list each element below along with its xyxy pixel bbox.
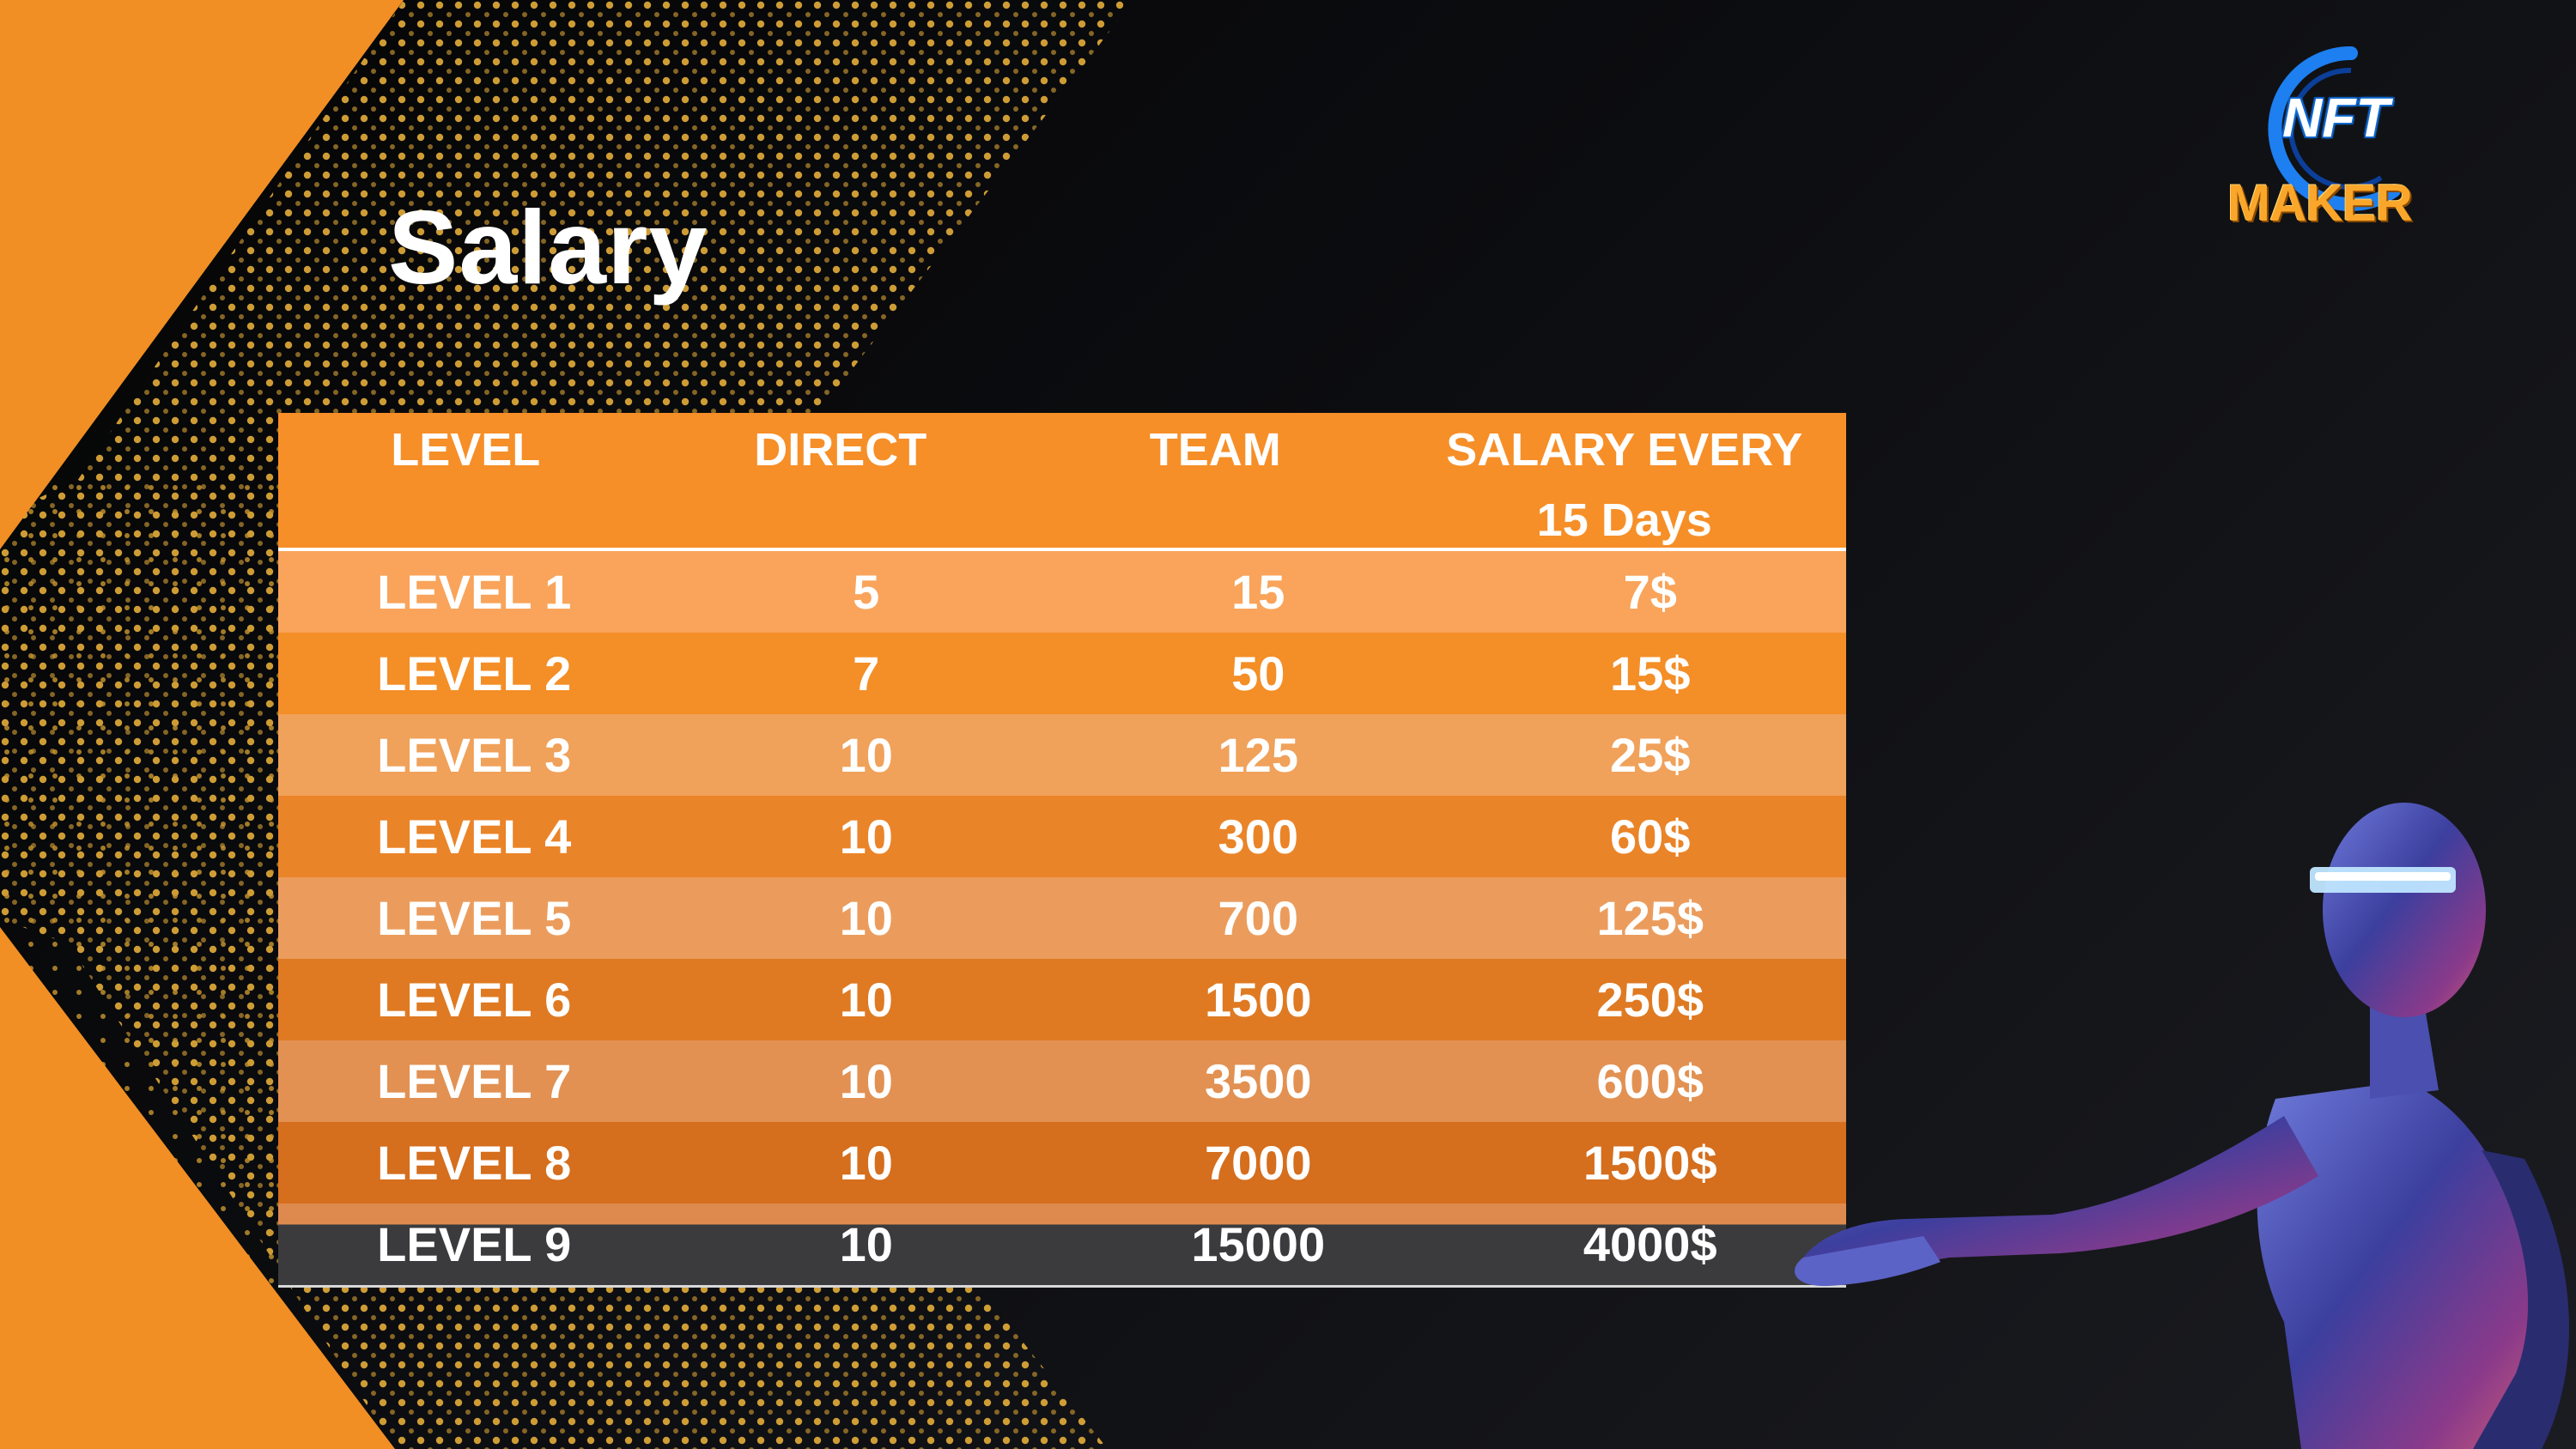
table-row: LEVEL 1 5 15 7$ — [278, 551, 1846, 633]
cell-team: 7000 — [1204, 1136, 1312, 1190]
cell-team: 50 — [1231, 646, 1285, 700]
cell-direct: 10 — [839, 728, 893, 782]
cell-level: LEVEL 6 — [377, 973, 572, 1027]
cell-level: LEVEL 2 — [377, 646, 572, 700]
logo-text-maker: MAKER — [2227, 174, 2413, 232]
table-row: LEVEL 3 10 125 25$ — [278, 714, 1846, 796]
table-row: LEVEL 9 10 15000 4000$ — [278, 1203, 1846, 1288]
cell-level: LEVEL 1 — [377, 565, 572, 619]
cell-level: LEVEL 4 — [377, 809, 572, 864]
salary-table: LEVEL DIRECT TEAM SALARY EVERY 15 Days L… — [278, 413, 1846, 1288]
cell-team: 1500 — [1204, 973, 1312, 1027]
cell-salary: 250$ — [1596, 973, 1704, 1027]
cell-salary: 600$ — [1596, 1054, 1704, 1108]
cell-level: LEVEL 7 — [377, 1054, 572, 1108]
cell-salary: 4000$ — [1583, 1217, 1717, 1271]
table-header-row: LEVEL DIRECT TEAM SALARY EVERY 15 Days — [278, 413, 1846, 551]
cell-level: LEVEL 3 — [377, 728, 572, 782]
orange-wedge-top — [0, 0, 404, 549]
cell-level: LEVEL 8 — [377, 1136, 572, 1190]
header-direct: DIRECT — [754, 424, 927, 476]
logo-text-nft: NFT — [2282, 87, 2390, 149]
cell-direct: 10 — [839, 973, 893, 1027]
orange-wedge-bottom — [0, 927, 395, 1449]
logo-ring-icon — [2268, 45, 2401, 211]
cell-salary: 7$ — [1623, 565, 1677, 619]
cell-team: 15000 — [1191, 1217, 1326, 1271]
cell-team: 3500 — [1204, 1054, 1312, 1108]
cell-direct: 5 — [853, 565, 880, 619]
robot-woman-illustration — [1795, 803, 2570, 1449]
cell-team: 300 — [1218, 809, 1298, 864]
cell-team: 125 — [1218, 728, 1298, 782]
cell-salary: 25$ — [1610, 728, 1691, 782]
table-row: LEVEL 4 10 300 60$ — [278, 796, 1846, 877]
cell-direct: 10 — [839, 891, 893, 945]
cell-direct: 10 — [839, 1136, 893, 1190]
cell-direct: 7 — [853, 646, 880, 700]
header-team: TEAM — [1149, 424, 1281, 476]
table-row: LEVEL 6 10 1500 250$ — [278, 959, 1846, 1040]
cell-direct: 10 — [839, 1054, 893, 1108]
table-row: LEVEL 8 10 7000 1500$ — [278, 1122, 1846, 1203]
cell-direct: 10 — [839, 809, 893, 864]
table-row: LEVEL 7 10 3500 600$ — [278, 1040, 1846, 1122]
header-level: LEVEL — [391, 424, 541, 476]
table-row: LEVEL 5 10 700 125$ — [278, 877, 1846, 959]
cell-salary: 60$ — [1610, 809, 1691, 864]
cell-salary: 15$ — [1610, 646, 1691, 700]
nft-maker-logo: NFT MAKER — [2222, 36, 2437, 242]
table-row: LEVEL 2 7 50 15$ — [278, 633, 1846, 714]
cell-direct: 10 — [839, 1217, 893, 1271]
cell-team: 700 — [1218, 891, 1298, 945]
cell-level: LEVEL 9 — [377, 1217, 572, 1271]
cell-level: LEVEL 5 — [377, 891, 572, 945]
cell-team: 15 — [1231, 565, 1285, 619]
cell-salary: 125$ — [1596, 891, 1704, 945]
header-salary: SALARY EVERY 15 Days — [1446, 424, 1803, 546]
cell-salary: 1500$ — [1583, 1136, 1717, 1190]
page-title: Salary — [388, 189, 708, 306]
